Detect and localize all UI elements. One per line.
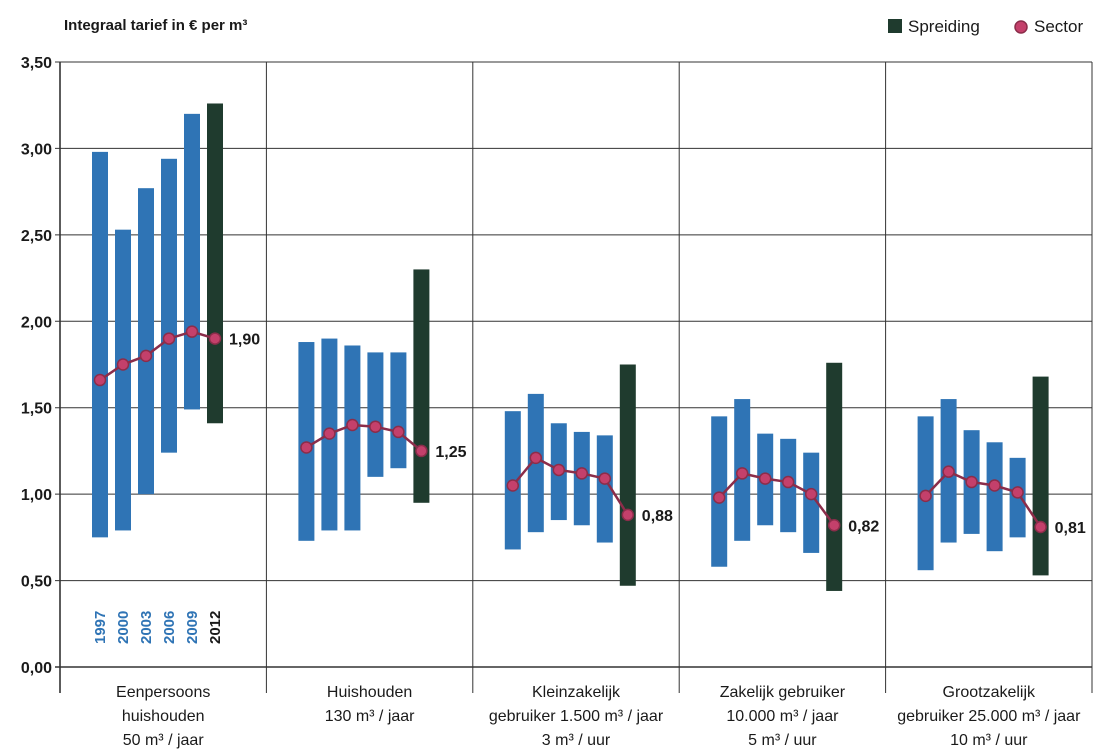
range-bar [620, 365, 636, 586]
range-bar [161, 159, 177, 453]
sector-marker [943, 466, 954, 477]
year-label: 2003 [138, 611, 155, 644]
sector-marker [301, 442, 312, 453]
sector-marker [530, 452, 541, 463]
category-label: Eenpersoons [116, 684, 210, 701]
category-label: Kleinzakelijk [532, 684, 621, 701]
legend-spreiding-swatch [888, 19, 902, 33]
value-label: 0,82 [848, 518, 879, 535]
y-tick-label: 2,00 [21, 314, 52, 331]
year-label: 2006 [161, 611, 178, 644]
sector-marker [806, 489, 817, 500]
category-label: gebruiker 1.500 m³ / jaar [489, 708, 664, 725]
legend: Spreiding Sector [888, 17, 1083, 36]
sector-marker [164, 333, 175, 344]
legend-spreiding-label: Spreiding [908, 17, 980, 36]
category-label: 10.000 m³ / jaar [726, 708, 839, 725]
sector-marker [370, 421, 381, 432]
category-label: Zakelijk gebruiker [720, 684, 846, 701]
range-bar [390, 352, 406, 468]
sector-lines [95, 326, 1047, 532]
sector-marker [1035, 521, 1046, 532]
range-bar [138, 188, 154, 494]
year-label: 2012 [207, 611, 224, 644]
sector-marker [416, 445, 427, 456]
category-labels: Eenpersoons huishouden 50 m³ / jaar Huishou… [116, 684, 1081, 749]
range-bar [367, 352, 383, 476]
y-tick-label: 0,50 [21, 574, 52, 591]
year-label: 1997 [92, 611, 109, 644]
sector-marker [95, 375, 106, 386]
sector-marker [393, 426, 404, 437]
value-label: 0,88 [642, 508, 673, 525]
sector-marker [829, 520, 840, 531]
sector-marker [576, 468, 587, 479]
range-bar [344, 345, 360, 530]
sector-marker [553, 464, 564, 475]
y-tick-label: 3,00 [21, 141, 52, 158]
category-label: Grootzakelijk [943, 684, 1036, 701]
category-label: gebruiker 25.000 m³ / jaar [897, 708, 1081, 725]
range-bar [184, 114, 200, 410]
year-label: 2009 [184, 611, 201, 644]
sector-marker [920, 490, 931, 501]
y-axis-ticks: 0,00 0,50 1,00 1,50 2,00 2,50 3,00 3,50 [21, 55, 52, 677]
category-label: 3 m³ / uur [542, 732, 611, 749]
range-bar [987, 442, 1003, 551]
sector-marker [347, 420, 358, 431]
y-tick-label: 2,50 [21, 228, 52, 245]
sector-marker [622, 509, 633, 520]
chart-title: Integraal tarief in € per m³ [64, 17, 247, 34]
sector-marker [989, 480, 1000, 491]
category-label: 130 m³ / jaar [325, 708, 415, 725]
legend-sector-marker [1015, 21, 1027, 33]
category-label: 50 m³ / jaar [123, 732, 205, 749]
range-bar [92, 152, 108, 537]
range-bar [115, 230, 131, 531]
sector-marker [324, 428, 335, 439]
sector-marker [187, 326, 198, 337]
value-label: 1,25 [435, 444, 466, 461]
y-tick-label: 1,50 [21, 401, 52, 418]
sector-marker [599, 473, 610, 484]
range-bar [826, 363, 842, 591]
sector-marker [760, 473, 771, 484]
year-labels: 1997 2000 2003 2006 2009 2012 [92, 611, 224, 644]
sector-marker [210, 333, 221, 344]
y-tick-label: 1,00 [21, 487, 52, 504]
sector-marker [714, 492, 725, 503]
sector-marker [966, 477, 977, 488]
category-label: huishouden [122, 708, 205, 725]
y-tick-label: 3,50 [21, 55, 52, 72]
sector-marker [141, 350, 152, 361]
category-label: Huishouden [327, 684, 412, 701]
sector-marker [1012, 487, 1023, 498]
y-tick-label: 0,00 [21, 660, 52, 677]
legend-sector-label: Sector [1034, 17, 1083, 36]
category-label: 10 m³ / uur [950, 732, 1028, 749]
sector-marker [507, 480, 518, 491]
value-label: 1,90 [229, 332, 260, 349]
category-label: 5 m³ / uur [748, 732, 817, 749]
sector-marker [783, 477, 794, 488]
year-label: 2000 [115, 611, 132, 644]
value-label: 0,81 [1055, 520, 1086, 537]
range-bar [207, 103, 223, 423]
sector-marker [118, 359, 129, 370]
range-bar [413, 269, 429, 502]
range-bar [1033, 377, 1049, 576]
sector-marker [737, 468, 748, 479]
